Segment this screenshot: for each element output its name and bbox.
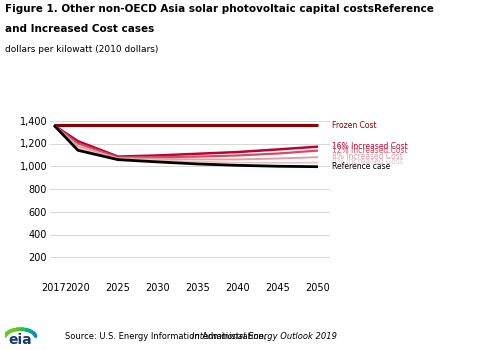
Text: Figure 1. Other non-OECD Asia solar photovoltaic capital costsReference: Figure 1. Other non-OECD Asia solar phot…	[5, 4, 434, 14]
Text: 16% Increased Cost: 16% Increased Cost	[332, 142, 408, 151]
Text: eia: eia	[8, 332, 32, 346]
Text: and Increased Cost cases: and Increased Cost cases	[5, 25, 154, 35]
Text: 4% Increased Cost: 4% Increased Cost	[332, 157, 404, 166]
Text: Frozen Cost: Frozen Cost	[332, 121, 377, 130]
Text: dollars per kilowatt (2010 dollars): dollars per kilowatt (2010 dollars)	[5, 46, 158, 55]
Text: 12% Increased Cost: 12% Increased Cost	[332, 146, 408, 155]
Text: International Energy Outlook 2019: International Energy Outlook 2019	[192, 332, 338, 341]
Text: 8% Increased Cost: 8% Increased Cost	[332, 152, 404, 161]
Text: Reference case: Reference case	[332, 162, 390, 171]
Text: Source: U.S. Energy Information Administration,: Source: U.S. Energy Information Administ…	[65, 332, 269, 341]
